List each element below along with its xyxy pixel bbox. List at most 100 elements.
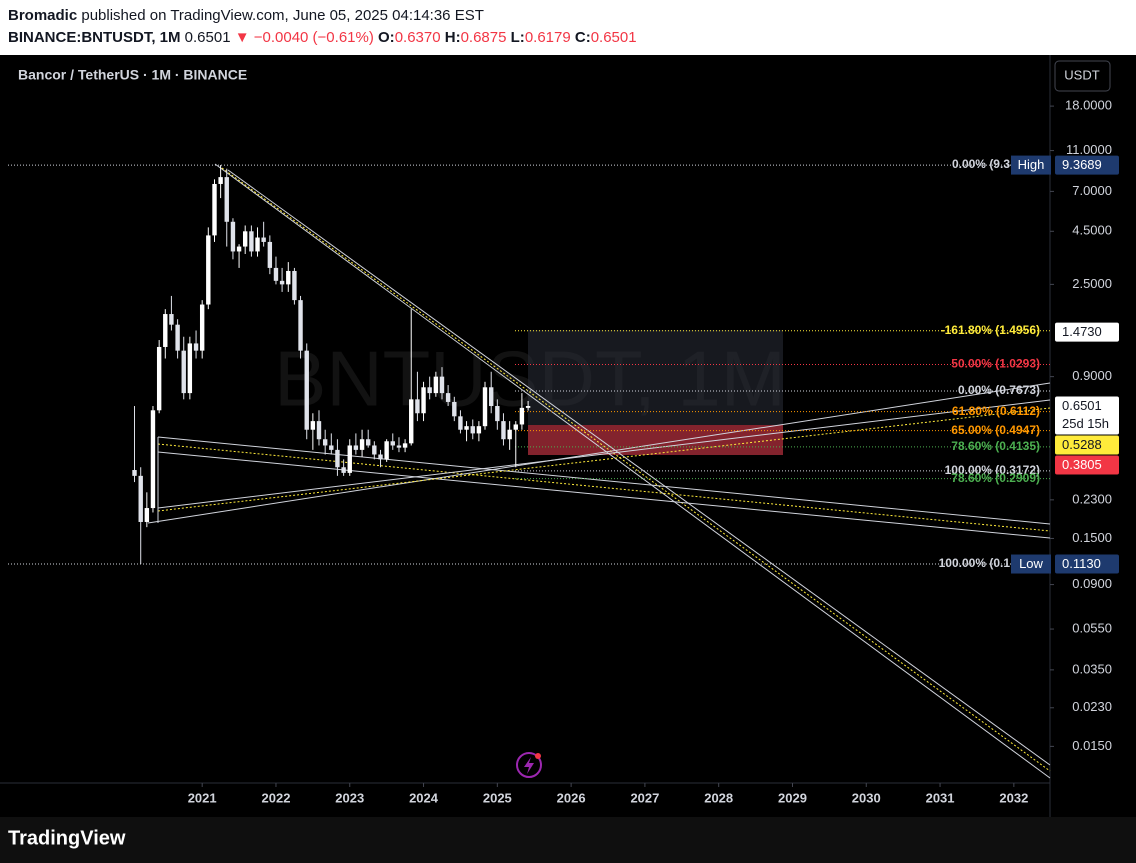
countdown: 25d 15h <box>1062 416 1109 431</box>
h-label: H: <box>444 29 461 46</box>
fib-label: 50.00% (1.0293) <box>951 357 1040 371</box>
candle-body <box>206 235 211 305</box>
price-tag <box>1055 322 1119 342</box>
candle-body <box>458 416 463 430</box>
candle-body <box>255 237 260 252</box>
candle-body <box>329 445 334 450</box>
legend: Bancor / TetherUS · 1M · BINANCE <box>18 67 247 83</box>
price-tag-label: 0.5288 <box>1062 437 1102 452</box>
icon[interactable] <box>516 752 542 778</box>
trendline <box>157 407 1051 512</box>
publisher: Bromadic <box>8 7 78 24</box>
price-tag-name-box <box>1011 155 1051 175</box>
candle-body <box>366 439 371 446</box>
y-tick-label: 0.0550 <box>1072 620 1112 635</box>
x-tick-label: 2028 <box>704 790 733 805</box>
candle-body <box>427 387 432 394</box>
fib-label: -161.80% (1.4956) <box>941 323 1040 337</box>
candle-body <box>396 445 402 448</box>
published: published on TradingView.com, June 05, 2… <box>81 7 484 24</box>
x-tick-label: 2027 <box>630 790 659 805</box>
candle-body <box>409 399 414 444</box>
candle-body <box>439 376 445 394</box>
candle-body <box>175 324 180 351</box>
o: 0.6370 <box>394 29 441 46</box>
zone <box>528 425 783 455</box>
candle-body <box>415 399 420 414</box>
trendline <box>157 399 1051 509</box>
candle-body <box>359 439 365 450</box>
l: 0.6179 <box>524 29 571 46</box>
last: 0.6501 <box>184 29 231 46</box>
candle-body <box>341 467 346 473</box>
candle-body <box>304 350 309 430</box>
candle-body <box>322 439 328 446</box>
c: 0.6501 <box>590 29 637 46</box>
candle-body <box>298 300 303 351</box>
candle-body <box>310 421 316 430</box>
candle-body <box>384 441 389 460</box>
x-tick-label: 2025 <box>483 790 512 805</box>
candle-body <box>495 406 500 422</box>
candle-body <box>353 445 359 450</box>
currency-box[interactable] <box>1054 60 1111 92</box>
candle-body <box>513 424 518 430</box>
candle-body <box>390 441 395 446</box>
fib-label: 0.00% (9.3 <box>952 157 1010 171</box>
currency[interactable]: USDT <box>1064 67 1099 82</box>
x-tick-label: 2026 <box>557 790 586 805</box>
candle-body <box>476 426 482 434</box>
o-label: O: <box>378 29 395 46</box>
candle-body <box>433 376 439 394</box>
trendline <box>157 451 1051 539</box>
candle-body <box>187 343 193 394</box>
y-tick-label: 0.0900 <box>1072 576 1112 591</box>
candle-body <box>279 280 285 285</box>
candle-body <box>236 246 242 252</box>
trendline <box>221 167 1051 772</box>
candle-body <box>193 343 199 351</box>
candle-body <box>482 387 488 427</box>
candle-body <box>421 387 426 414</box>
candle-body <box>501 421 506 440</box>
change: ▼ −0.0040 (−0.61%) <box>234 29 374 46</box>
fib-label: 61.80% (0.6112) <box>952 404 1040 418</box>
candle-body <box>316 421 322 440</box>
candle-body <box>181 350 186 394</box>
fib-label: 100.00% (0.1 <box>939 556 1011 570</box>
candle-body <box>464 426 469 430</box>
candle-body <box>335 449 340 468</box>
candle-body <box>267 241 273 268</box>
candle-body <box>242 231 248 247</box>
y-tick-label: 0.2300 <box>1072 491 1112 506</box>
fib-label: 65.00% (0.4947) <box>951 423 1040 437</box>
price-tag-name: High <box>1018 157 1045 172</box>
candle-body <box>249 231 254 252</box>
candle-body <box>292 270 297 301</box>
price-tag-label: 0.1130 <box>1062 556 1101 571</box>
y-tick-label: 18.0000 <box>1065 98 1112 113</box>
fib-label: 78.60% (0.4135) <box>951 439 1040 453</box>
fib-label: 0.00% (0.7673) <box>958 383 1040 397</box>
candle-body <box>273 267 279 281</box>
x-tick-label: 2030 <box>852 790 881 805</box>
x-tick-label: 2024 <box>409 790 439 805</box>
y-tick-label: 0.9000 <box>1072 368 1112 383</box>
brand[interactable]: TradingView <box>8 827 126 849</box>
trendlines <box>147 163 1051 779</box>
price-tag-name: Low <box>1019 556 1043 571</box>
x-tick-label: 2022 <box>262 790 291 805</box>
y-tick-label: 4.5000 <box>1072 223 1112 238</box>
x-tick-label: 2023 <box>335 790 364 805</box>
price-tag-label: 0.6501 <box>1062 398 1102 413</box>
candle-body <box>150 410 156 509</box>
candle-body <box>169 314 174 325</box>
candle-body <box>489 387 494 407</box>
y-tick-label: 0.0350 <box>1072 661 1112 676</box>
trendline <box>157 443 1051 532</box>
candle-body <box>402 443 408 448</box>
price-tag-label: 0.3805 <box>1062 457 1102 472</box>
x-tick-label: 2031 <box>926 790 955 805</box>
